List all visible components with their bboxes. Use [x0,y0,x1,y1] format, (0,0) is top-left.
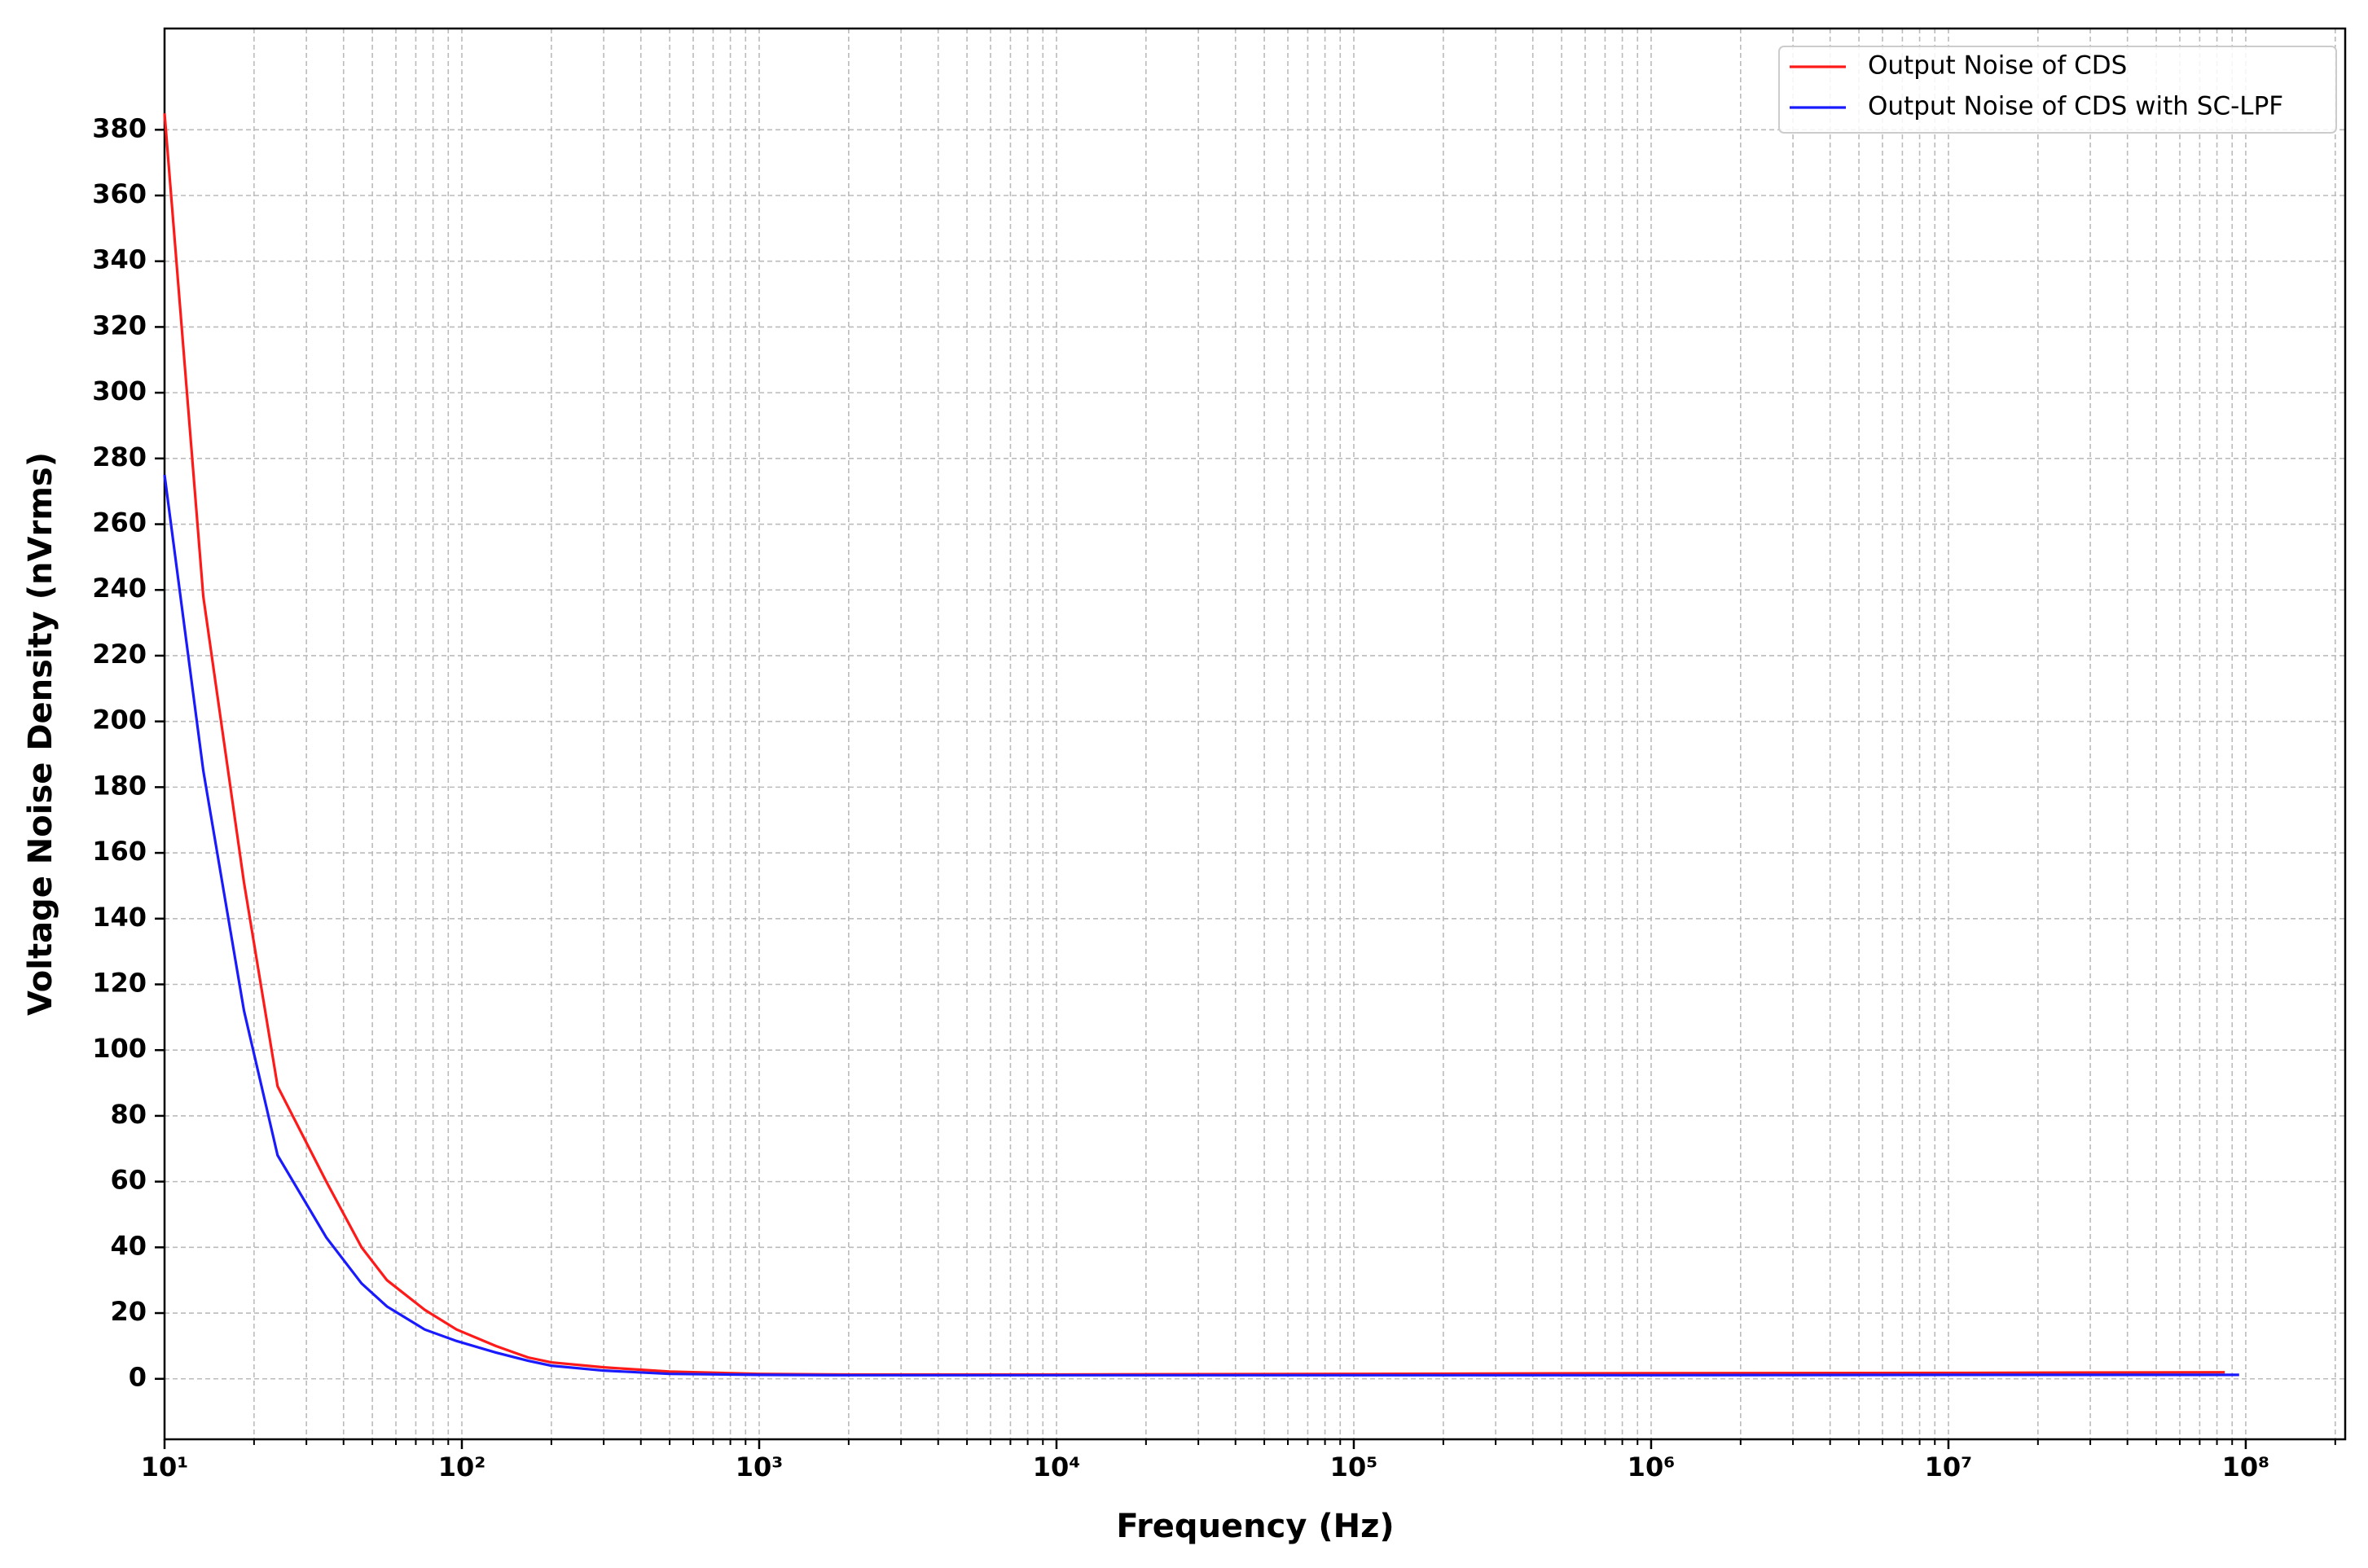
x-tick-label: 10⁸ [2222,1452,2270,1482]
y-tick-label: 320 [92,310,147,340]
x-axis-label: Frequency (Hz) [1116,1508,1394,1545]
y-tick-label: 140 [92,902,147,933]
y-tick-label: 120 [92,967,147,998]
y-tick-label: 20 [110,1296,147,1327]
y-tick-label: 80 [110,1099,147,1130]
y-tick-label: 300 [92,376,147,406]
y-tick-label: 280 [92,441,147,472]
series-line [163,112,2225,1377]
x-tick-label: 10⁷ [1925,1452,1973,1482]
y-tick-label: 40 [110,1230,147,1261]
x-tick-label: 10⁴ [1033,1452,1081,1482]
x-tick-label: 10⁶ [1628,1452,1676,1482]
x-tick-label: 10⁵ [1330,1452,1378,1482]
series-line [163,474,2239,1377]
y-tick-label: 200 [92,705,147,736]
y-tick-label: 100 [92,1033,147,1064]
y-tick-label: 60 [110,1165,147,1196]
x-tick-label: 10¹ [141,1452,189,1482]
legend-label: Output Noise of CDS with SC-LPF [1868,92,2283,121]
y-tick-label: 220 [92,639,147,670]
y-axis-label: Voltage Noise Density (nVrms) [22,452,59,1016]
y-tick-label: 180 [92,770,147,801]
x-tick-label: 10² [438,1452,486,1482]
y-tick-label: 380 [92,112,147,143]
y-tick-label: 340 [92,244,147,275]
plot-frame [163,27,2347,1441]
legend-label: Output Noise of CDS [1868,51,2127,81]
y-tick-label: 0 [129,1362,147,1393]
y-tick-label: 260 [92,507,147,538]
x-tick-label: 10³ [736,1452,784,1482]
y-tick-label: 240 [92,573,147,604]
legend-box [1778,46,2337,134]
y-tick-label: 360 [92,178,147,209]
y-tick-label: 160 [92,836,147,867]
